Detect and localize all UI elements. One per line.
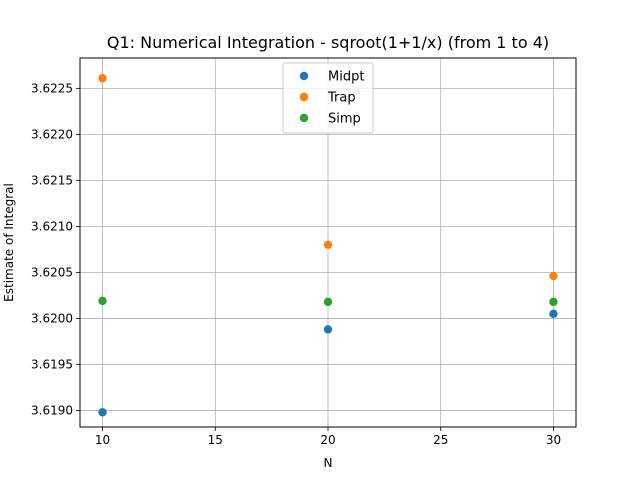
- y-tick-label: 3.6200: [31, 311, 73, 325]
- data-point-simp: [549, 297, 558, 307]
- axis-ticks: 10 15 20 25 30 3.6190 3.6195 3.6200 3.6205 3.6210…: [31, 81, 561, 447]
- x-tick-label: 10: [95, 433, 110, 447]
- y-tick-label: 3.6205: [31, 265, 73, 279]
- data-point-simp: [323, 297, 333, 307]
- data-points: [98, 74, 558, 417]
- legend-label-simp: Simp: [328, 112, 361, 127]
- legend-marker-trap: [299, 92, 309, 102]
- y-tick-label: 3.6220: [31, 127, 73, 141]
- x-tick-label: 15: [208, 433, 223, 447]
- legend: Midpt Trap Simp: [282, 62, 374, 134]
- chart-title: Q1: Numerical Integration - sqroot(1+1/x…: [107, 33, 549, 52]
- legend-marker-simp: [299, 113, 309, 123]
- legend-label-midpt: Midpt: [328, 70, 364, 85]
- data-point-midpt: [323, 325, 333, 334]
- legend-label-trap: Trap: [327, 91, 356, 106]
- data-point-trap: [98, 74, 107, 83]
- y-tick-label: 3.6225: [31, 81, 73, 95]
- y-tick-label: 3.6195: [31, 357, 73, 371]
- x-tick-label: 30: [546, 433, 561, 447]
- x-tick-label: 20: [320, 433, 335, 447]
- x-axis-label: N: [324, 456, 333, 470]
- data-point-trap: [549, 271, 558, 281]
- legend-marker-midpt: [299, 71, 309, 81]
- x-tick-label: 25: [433, 433, 448, 447]
- data-point-trap: [323, 240, 333, 250]
- y-tick-label: 3.6215: [31, 173, 73, 187]
- data-point-simp: [98, 296, 107, 306]
- y-tick-label: 3.6190: [31, 403, 73, 417]
- data-point-midpt: [549, 309, 558, 319]
- y-axis-label: Estimate of Integral: [2, 183, 16, 302]
- y-tick-label: 3.6210: [31, 219, 73, 233]
- data-point-midpt: [98, 408, 107, 417]
